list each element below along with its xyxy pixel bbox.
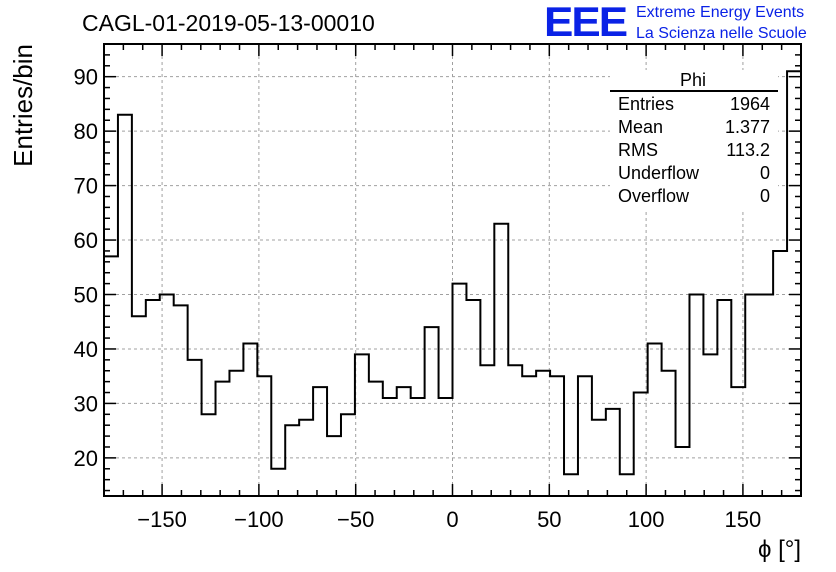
histogram-bin — [662, 371, 676, 496]
x-axis-title: ϕ [°] — [758, 536, 801, 563]
histogram-bin — [411, 398, 425, 496]
histogram-bin — [689, 295, 703, 496]
histogram-bin — [480, 365, 494, 496]
histogram-bin — [132, 316, 146, 496]
histogram-series — [104, 70, 801, 476]
histogram-bin — [731, 387, 745, 496]
y-tick-label: 70 — [74, 174, 98, 199]
histogram-bin — [550, 376, 564, 496]
x-tick-label: −150 — [137, 507, 187, 532]
y-tick-label: 20 — [74, 446, 98, 471]
stats-title: Phi — [680, 70, 706, 90]
histogram-bin — [773, 251, 787, 496]
histogram-bin — [425, 327, 439, 496]
histogram-bin — [257, 376, 271, 496]
stats-label: Overflow — [618, 186, 690, 206]
y-axis-title: Entries/bin — [8, 44, 38, 167]
histogram-bin — [564, 474, 578, 496]
stats-label: Entries — [618, 94, 674, 114]
y-tick-label: 50 — [74, 283, 98, 308]
histogram-bin — [299, 420, 313, 496]
histogram-bin — [369, 382, 383, 496]
histogram-bin — [717, 300, 731, 496]
y-tick-label: 90 — [74, 65, 98, 90]
histogram-bin — [592, 420, 606, 496]
histogram-bin — [508, 365, 522, 496]
stats-label: Underflow — [618, 163, 700, 183]
stats-value: 113.2 — [726, 140, 770, 160]
logo-tagline-2: La Scienza nelle Scuole — [636, 25, 807, 42]
histogram-bin — [118, 115, 132, 496]
histogram-bin — [439, 398, 453, 496]
histogram-bin — [160, 295, 174, 496]
y-tick-label: 80 — [74, 119, 98, 144]
histogram-bin — [216, 382, 230, 496]
stats-label: Mean — [618, 117, 663, 137]
histogram-bin — [522, 376, 536, 496]
x-tick-label: 150 — [725, 507, 762, 532]
x-tick-label: 0 — [446, 507, 458, 532]
histogram-bin — [494, 224, 508, 496]
histogram-bin — [453, 284, 467, 496]
histogram-bin — [174, 305, 188, 496]
histogram-bin — [327, 436, 341, 496]
histogram-bin — [745, 295, 759, 496]
stats-label: RMS — [618, 140, 658, 160]
histogram-bin — [285, 425, 299, 496]
y-tick-label: 40 — [74, 337, 98, 362]
histogram-bin — [243, 344, 257, 496]
x-tick-label: −50 — [337, 507, 374, 532]
stats-value: 0 — [760, 163, 770, 183]
x-tick-label: −100 — [234, 507, 284, 532]
stats-value: 1964 — [730, 94, 770, 114]
histogram-bin — [383, 398, 397, 496]
histogram-bin — [466, 300, 480, 496]
histogram-bin — [188, 360, 202, 496]
stats-value: 1.377 — [725, 117, 770, 137]
histogram-bin — [606, 409, 620, 496]
y-tick-label: 60 — [74, 228, 98, 253]
run-title: CAGL-01-2019-05-13-00010 — [82, 10, 375, 36]
histogram-bin — [313, 387, 327, 496]
x-tick-label: 100 — [628, 507, 665, 532]
histogram-bin — [355, 354, 369, 496]
stats-value: 0 — [760, 186, 770, 206]
histogram-bin — [397, 387, 411, 496]
histogram-bin — [146, 300, 160, 496]
logo-tagline-1: Extreme Energy Events — [636, 4, 805, 21]
histogram-bin — [104, 256, 118, 496]
histogram-bin — [536, 371, 550, 496]
histogram-bin — [676, 447, 690, 496]
histogram-bin — [634, 393, 648, 496]
histogram-bin — [578, 376, 592, 496]
histogram-bin — [341, 414, 355, 496]
histogram-bin — [703, 354, 717, 496]
histogram-bin — [648, 344, 662, 496]
x-tick-label: 50 — [537, 507, 561, 532]
eee-logo: EEE — [544, 0, 628, 46]
stats-box — [610, 70, 778, 212]
y-tick-label: 30 — [74, 391, 98, 416]
histogram-bin — [759, 295, 773, 496]
histogram-bin — [229, 371, 243, 496]
histogram-bin — [202, 414, 216, 496]
